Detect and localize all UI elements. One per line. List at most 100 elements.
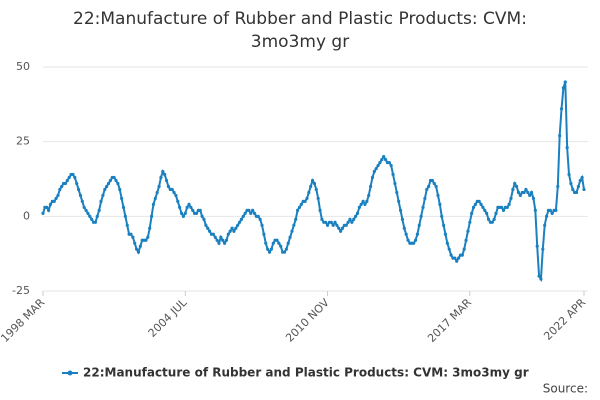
point [213,235,217,239]
point [200,214,204,218]
point [166,184,171,189]
point [230,226,234,230]
point [445,241,449,245]
point [236,223,240,227]
point [131,235,135,239]
y-tick-label: -25 [12,284,30,297]
point [352,217,356,221]
point [116,181,120,186]
point [391,172,395,177]
point [440,214,444,218]
point [232,229,236,233]
legend-marker [67,370,73,376]
point [389,163,393,168]
point [412,241,416,245]
point [501,208,506,212]
point [333,220,337,224]
point [339,229,343,233]
point [421,205,425,209]
point [170,187,174,192]
point [329,220,333,224]
point [164,178,169,183]
point [112,175,116,180]
point [106,181,111,186]
point [415,232,419,236]
point [314,187,318,192]
point [529,190,534,195]
point [548,208,552,212]
point [479,202,483,206]
point [567,172,571,177]
point [513,181,517,186]
point [331,223,335,227]
point [198,208,202,212]
point [492,217,496,221]
point [114,178,118,183]
point [554,208,558,212]
y-tick-label: 25 [16,135,30,148]
point [535,244,539,248]
point [45,205,49,209]
point [286,241,290,245]
point [509,196,513,201]
point [251,208,255,212]
point [144,238,148,242]
point [344,223,348,227]
point [490,220,494,224]
point [370,175,375,180]
point [453,256,457,260]
point [275,238,279,242]
point [559,107,564,111]
point [243,211,247,215]
point [84,208,88,212]
point [425,187,429,192]
point [367,193,371,198]
point [282,250,287,254]
point [430,178,434,183]
point [221,238,225,242]
point [262,232,266,236]
point [565,146,569,150]
point [402,226,406,230]
point [284,247,288,251]
point [234,226,238,230]
point [67,175,71,180]
point [378,160,382,165]
point [471,205,476,209]
point [346,220,350,224]
point [258,217,262,221]
point [295,208,300,212]
point [146,235,150,239]
point [120,196,124,201]
point [486,217,491,221]
point [151,202,156,206]
point [387,160,391,165]
point [576,184,580,189]
point [325,223,330,227]
point [340,226,345,230]
point [376,163,380,168]
point [380,157,384,162]
point [71,172,75,177]
point [505,205,509,209]
point [93,220,98,224]
point [292,223,296,227]
point [320,217,324,221]
x-tick-label: 2022 APR [541,296,588,343]
point [400,217,405,221]
point [442,223,446,227]
point [324,220,328,224]
point [99,199,103,203]
point [88,214,92,218]
point [260,223,264,227]
point [438,202,442,206]
point [206,226,210,230]
point [443,232,448,236]
point [264,241,268,245]
point [63,181,68,186]
point [561,86,566,90]
legend-label: 22:Manufacture of Rubber and Plastic Pro… [83,366,529,380]
point [413,238,418,242]
point [427,184,431,189]
